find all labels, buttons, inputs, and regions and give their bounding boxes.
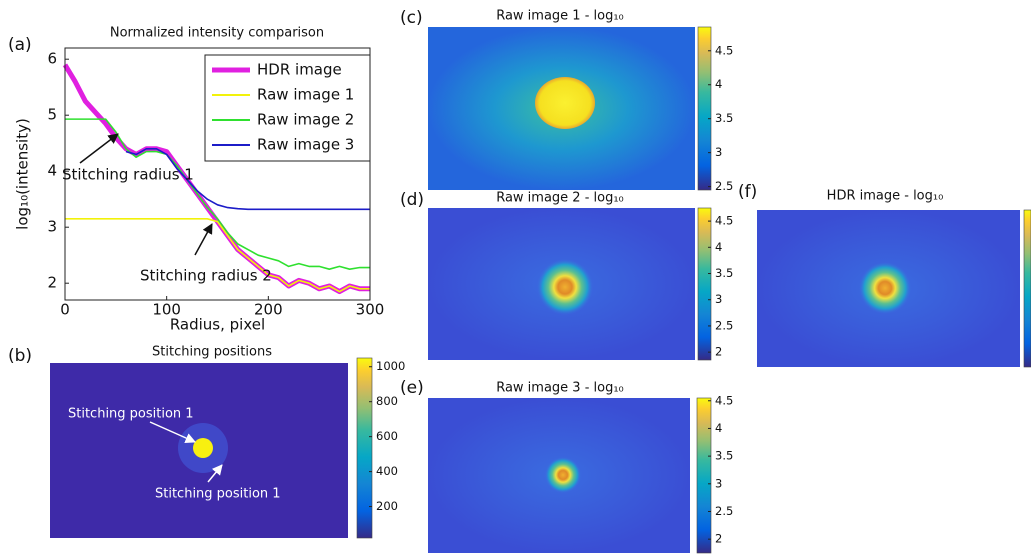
panel-label: (f) — [738, 182, 757, 202]
y-tick-label: 6 — [47, 50, 57, 68]
panel-label: (e) — [400, 378, 424, 398]
colorbar-tick-label: 2.5 — [715, 179, 733, 193]
colorbar-tick-label: 4 — [715, 77, 722, 91]
legend-label: Raw image 3 — [257, 136, 354, 154]
plot-frame — [64, 47, 371, 301]
series-line — [65, 118, 370, 270]
x-axis-label: Radius, pixel — [170, 316, 265, 334]
x-tick-label: 100 — [152, 301, 181, 319]
colorbar-tick-label: 4 — [715, 421, 722, 435]
colorbar-tick-label: 400 — [376, 464, 398, 478]
colorbar-tick-label: 200 — [376, 499, 398, 513]
panel-label: (a) — [8, 35, 32, 55]
spot — [537, 259, 593, 315]
stitch-core — [193, 438, 213, 458]
series-line — [65, 218, 370, 293]
series-line — [125, 148, 370, 211]
chart-title: Raw image 3 - log₁₀ — [496, 381, 624, 396]
colorbar-tick-label: 3.5 — [715, 111, 733, 125]
colorbar-tick-label: 800 — [376, 394, 398, 408]
panel-label: (d) — [400, 190, 424, 210]
annotation-arrow — [149, 421, 196, 443]
annotation-arrow — [194, 223, 213, 256]
annotation: Stitching position 1 — [68, 407, 194, 422]
annotation-arrow — [79, 133, 119, 164]
chart-title: HDR image - log₁₀ — [827, 189, 944, 204]
annotation: Stitching position 1 — [155, 487, 281, 502]
colorbar-tick-label: 3 — [715, 145, 722, 159]
y-tick-label: 5 — [47, 106, 57, 124]
colorbar-tick-label: 4.5 — [715, 393, 733, 407]
chart-title: Raw image 2 - log₁₀ — [496, 191, 624, 206]
saturated-spot — [535, 77, 595, 129]
legend-label: HDR image — [257, 61, 342, 79]
y-tick-label: 4 — [47, 162, 57, 180]
colorbar-tick-label: 2 — [715, 532, 722, 546]
colorbar — [697, 207, 712, 361]
colorbar-tick-label: 1000 — [376, 359, 405, 373]
annotation: Stitching radius 2 — [140, 267, 272, 285]
panel-label: (b) — [8, 346, 32, 366]
colorbar-tick-label: 4 — [715, 240, 722, 254]
annotation-arrow — [207, 464, 223, 483]
chart-title: Raw image 1 - log₁₀ — [496, 9, 624, 24]
legend-label: Raw image 1 — [257, 86, 354, 104]
colorbar-tick-label: 2 — [715, 345, 722, 359]
colorbar-tick-label: 600 — [376, 429, 398, 443]
x-tick-label: 200 — [254, 301, 283, 319]
x-tick-label: 0 — [60, 301, 70, 319]
y-axis-label: log₁₀(intensity) — [14, 118, 32, 230]
colorbar — [356, 357, 373, 539]
y-tick-label: 3 — [47, 218, 57, 236]
colorbar-tick-label: 4.5 — [715, 43, 733, 57]
colorbar — [696, 397, 712, 554]
y-tick-label: 2 — [47, 274, 57, 292]
legend-box — [204, 54, 371, 162]
x-tick-label: 300 — [356, 301, 385, 319]
colorbar-tick-label: 2.5 — [715, 504, 733, 518]
chart-title: Normalized intensity comparison — [110, 26, 324, 41]
legend-label: Raw image 2 — [257, 111, 354, 129]
spot — [859, 262, 911, 314]
colorbar-tick-label: 3.5 — [715, 266, 733, 280]
colorbar-tick-label: 4.5 — [715, 214, 733, 228]
chart-title: Stitching positions — [152, 345, 272, 360]
colorbar-tick-label: 3 — [715, 292, 722, 306]
spot — [545, 457, 581, 493]
colorbar — [1023, 209, 1031, 368]
colorbar-tick-label: 3.5 — [715, 449, 733, 463]
annotation: Stitching radius 1 — [62, 166, 194, 184]
colorbar — [697, 26, 712, 191]
colorbar-tick-label: 2.5 — [715, 318, 733, 332]
panel-label: (c) — [400, 8, 423, 28]
colorbar-tick-label: 3 — [715, 476, 722, 490]
